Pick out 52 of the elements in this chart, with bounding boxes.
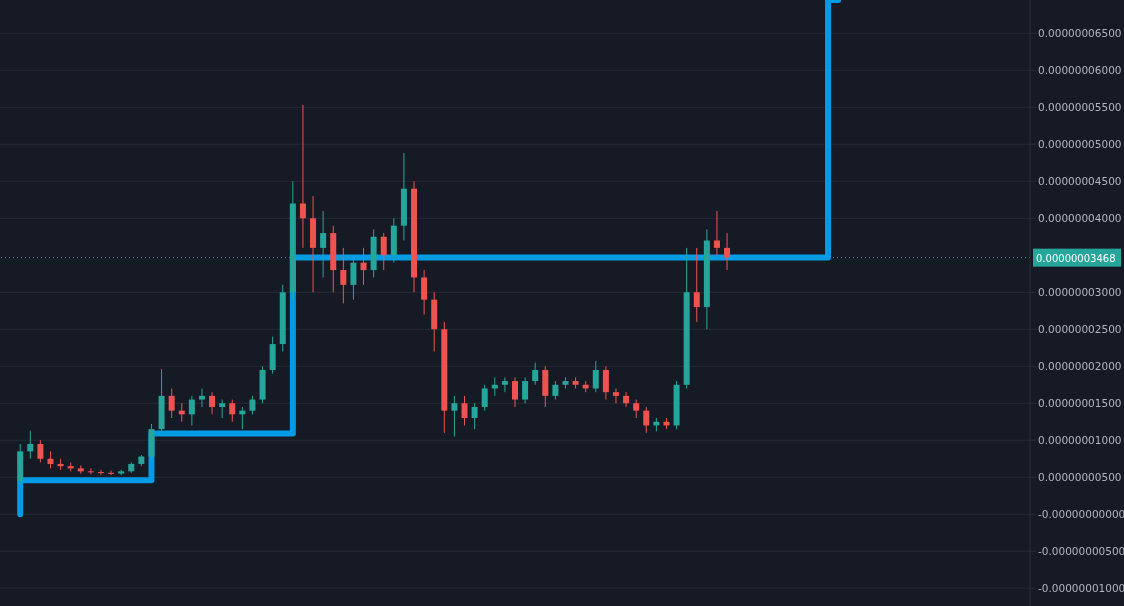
candlestick: [713, 210, 720, 256]
candlestick: [168, 387, 175, 419]
candlestick: [643, 406, 650, 434]
y-tick-label: 0.00000003000: [1038, 286, 1122, 298]
candlestick: [37, 439, 44, 463]
y-tick-label: 0.00000005500: [1038, 101, 1122, 114]
y-tick-label: -0.00000000000: [1038, 507, 1124, 520]
candlestick: [552, 380, 559, 401]
y-tick-label: 0.00000000500: [1038, 470, 1122, 483]
y-tick-label: 0.00000005000: [1038, 138, 1122, 151]
candlestick: [522, 376, 529, 404]
y-tick-label: -0.00000000500: [1038, 544, 1124, 557]
candlestick: [299, 104, 306, 249]
candlestick: [532, 362, 539, 386]
candlestick: [249, 395, 256, 415]
y-tick-label: -0.00000001000: [1038, 581, 1124, 594]
candlestick: [350, 254, 357, 301]
candlestick: [380, 232, 387, 271]
candlestick: [471, 402, 478, 430]
candlestick: [592, 360, 599, 393]
candlestick: [633, 399, 640, 419]
y-tick-label: 0.00000002500: [1038, 322, 1122, 335]
candlestick: [108, 470, 115, 476]
candlestick: [340, 247, 347, 304]
y-tick-label: 0.00000006000: [1038, 64, 1122, 77]
y-tick-label: 0.00000004000: [1038, 212, 1122, 225]
y-tick-label: 0.00000001500: [1038, 396, 1122, 409]
y-tick-label: 0.00000004500: [1038, 175, 1122, 188]
candlestick: [501, 376, 508, 393]
ref-line-label: 0.00000003468: [1036, 252, 1116, 264]
candlestick: [229, 399, 236, 423]
candlestick: [693, 247, 700, 323]
y-tick-label: 0.00000002000: [1038, 359, 1122, 372]
y-tick-label: 0.00000001000: [1038, 433, 1122, 446]
candlestick: [461, 395, 468, 426]
candlestick: [623, 391, 630, 408]
candlestick: [602, 365, 609, 401]
candlestick: [188, 395, 195, 426]
candlestick: [97, 469, 104, 476]
candlestick: [360, 247, 367, 286]
candlestick: [612, 387, 619, 404]
candlestick: [209, 391, 216, 415]
candlestick: [451, 395, 458, 438]
candlestick: [724, 232, 731, 271]
candlestick: [512, 376, 518, 408]
candlestick: [27, 430, 34, 460]
candlestick: [219, 399, 226, 419]
candlestick: [198, 387, 205, 408]
y-tick-label: 0.00000006500: [1038, 27, 1122, 40]
candlestick: [87, 467, 94, 475]
candlestick: [481, 384, 488, 412]
candlestick: [421, 269, 428, 315]
